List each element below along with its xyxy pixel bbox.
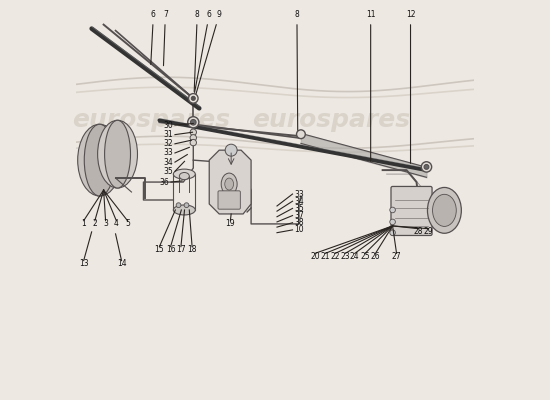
Text: 15: 15 xyxy=(155,245,164,254)
Text: 21: 21 xyxy=(321,252,330,261)
Circle shape xyxy=(190,140,196,146)
Ellipse shape xyxy=(221,173,237,195)
Text: 22: 22 xyxy=(331,252,340,261)
Circle shape xyxy=(176,203,181,208)
Text: 32: 32 xyxy=(164,139,173,148)
Circle shape xyxy=(190,135,196,141)
Text: 33: 33 xyxy=(163,148,173,158)
Text: 19: 19 xyxy=(226,220,235,228)
Text: 24: 24 xyxy=(350,252,360,261)
Text: 3: 3 xyxy=(103,220,108,228)
Text: 27: 27 xyxy=(392,252,402,261)
Text: 14: 14 xyxy=(117,259,126,268)
Text: 28: 28 xyxy=(414,227,424,236)
Polygon shape xyxy=(209,150,251,214)
Text: 31: 31 xyxy=(164,130,173,139)
Text: 26: 26 xyxy=(371,252,380,261)
Text: 8: 8 xyxy=(194,10,200,92)
Text: 17: 17 xyxy=(176,245,186,254)
Text: 2: 2 xyxy=(92,220,97,228)
Circle shape xyxy=(184,203,189,208)
Circle shape xyxy=(296,130,305,139)
Text: 20: 20 xyxy=(310,252,320,261)
Circle shape xyxy=(390,207,395,213)
Text: 34: 34 xyxy=(163,158,173,167)
Text: 5: 5 xyxy=(125,220,130,228)
Ellipse shape xyxy=(78,124,122,196)
Ellipse shape xyxy=(179,172,189,180)
FancyBboxPatch shape xyxy=(218,191,240,209)
Circle shape xyxy=(390,230,395,236)
Ellipse shape xyxy=(173,169,195,179)
Text: 23: 23 xyxy=(340,252,350,261)
Circle shape xyxy=(421,162,432,172)
FancyBboxPatch shape xyxy=(391,186,432,236)
Text: 9: 9 xyxy=(196,10,222,94)
Circle shape xyxy=(190,129,196,136)
Text: 38: 38 xyxy=(294,218,304,227)
Text: 29: 29 xyxy=(424,227,433,236)
Ellipse shape xyxy=(225,178,234,190)
Text: eurospares: eurospares xyxy=(252,108,410,132)
Ellipse shape xyxy=(104,120,130,188)
Circle shape xyxy=(191,96,195,100)
Circle shape xyxy=(188,117,199,128)
Text: 12: 12 xyxy=(406,10,415,163)
Circle shape xyxy=(390,219,395,225)
Text: 7: 7 xyxy=(163,10,168,66)
Text: 10: 10 xyxy=(294,225,304,234)
Ellipse shape xyxy=(84,124,115,196)
Text: 36: 36 xyxy=(160,178,169,186)
Ellipse shape xyxy=(427,188,461,233)
Circle shape xyxy=(424,164,429,169)
Text: 30: 30 xyxy=(163,120,173,130)
Text: 4: 4 xyxy=(114,220,119,228)
Text: 8: 8 xyxy=(295,10,299,130)
Ellipse shape xyxy=(173,205,195,215)
Text: 34: 34 xyxy=(294,197,304,206)
Ellipse shape xyxy=(97,120,138,188)
Ellipse shape xyxy=(432,194,456,226)
Text: 16: 16 xyxy=(166,245,175,254)
Circle shape xyxy=(225,144,237,156)
Text: 35: 35 xyxy=(163,167,173,176)
Text: 18: 18 xyxy=(188,245,197,254)
Text: 6: 6 xyxy=(195,10,212,92)
Circle shape xyxy=(189,94,198,103)
Text: 35: 35 xyxy=(294,204,304,213)
Text: 1: 1 xyxy=(81,220,86,228)
Text: 37: 37 xyxy=(294,211,304,220)
Text: 6: 6 xyxy=(151,10,156,64)
Text: eurospares: eurospares xyxy=(73,108,230,132)
Circle shape xyxy=(190,120,196,125)
Text: 25: 25 xyxy=(360,252,370,261)
Text: 11: 11 xyxy=(366,10,376,161)
Text: 13: 13 xyxy=(79,259,89,268)
Text: 33: 33 xyxy=(294,190,304,198)
